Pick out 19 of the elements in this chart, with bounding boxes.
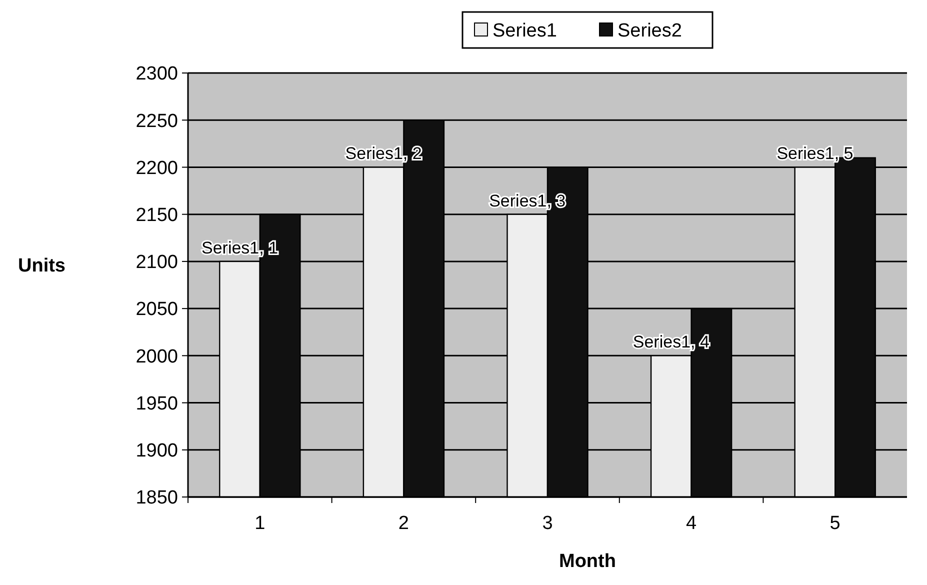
y-tick-label: 2050 (136, 299, 178, 320)
y-axis-title: Units (18, 256, 66, 277)
y-tick-label: 2300 (136, 64, 178, 85)
x-tick-label: 4 (686, 513, 698, 534)
y-tick-label: 2200 (136, 158, 178, 179)
x-axis-title: Month (559, 551, 616, 572)
x-tick-label: 2 (398, 513, 409, 534)
x-tick-label: 1 (254, 513, 266, 534)
x-tick-label: 3 (542, 513, 553, 534)
y-tick-label: 1950 (136, 393, 178, 414)
y-tick-label: 1850 (136, 488, 178, 509)
y-tick-label: 2000 (136, 346, 178, 368)
y-tick-label: 2250 (136, 110, 178, 132)
legend-label: Series1 (492, 20, 557, 42)
legend-label: Series2 (618, 20, 682, 42)
x-tick-label: 5 (830, 513, 840, 534)
y-tick-label: 2150 (136, 204, 178, 226)
y-tick-label: 2100 (136, 252, 178, 274)
y-tick-label: 1900 (136, 440, 178, 462)
